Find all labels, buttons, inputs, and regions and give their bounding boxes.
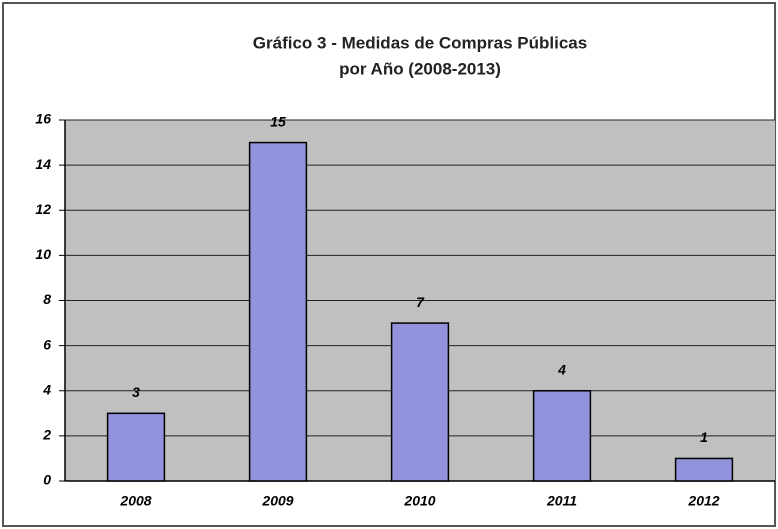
x-tick-label: 2010: [403, 493, 435, 509]
chart-title: Gráfico 3 - Medidas de Compras Públicas: [253, 33, 587, 52]
y-tick-label: 16: [35, 111, 51, 127]
y-tick-label: 0: [43, 472, 51, 488]
x-tick-label: 2011: [546, 493, 577, 509]
bar: [390, 322, 450, 482]
data-label: 7: [416, 294, 425, 310]
bar: [532, 390, 592, 482]
x-tick-label: 2012: [687, 493, 719, 509]
y-tick-label: 6: [43, 336, 51, 352]
y-tick-label: 10: [35, 246, 51, 262]
bar: [674, 457, 734, 482]
y-tick-label: 2: [42, 427, 51, 443]
y-tick-label: 14: [35, 156, 51, 172]
chart-title: por Año (2008-2013): [339, 59, 501, 78]
y-tick-label: 8: [43, 291, 51, 307]
bar: [248, 141, 308, 482]
x-tick-label: 2008: [119, 493, 151, 509]
y-tick-label: 4: [42, 381, 51, 397]
data-label: 4: [557, 361, 566, 377]
bar: [106, 412, 166, 482]
data-label: 15: [270, 113, 286, 129]
y-tick-label: 12: [35, 201, 51, 217]
data-label: 3: [132, 384, 140, 400]
x-tick-label: 2009: [261, 493, 293, 509]
data-label: 1: [700, 429, 708, 445]
